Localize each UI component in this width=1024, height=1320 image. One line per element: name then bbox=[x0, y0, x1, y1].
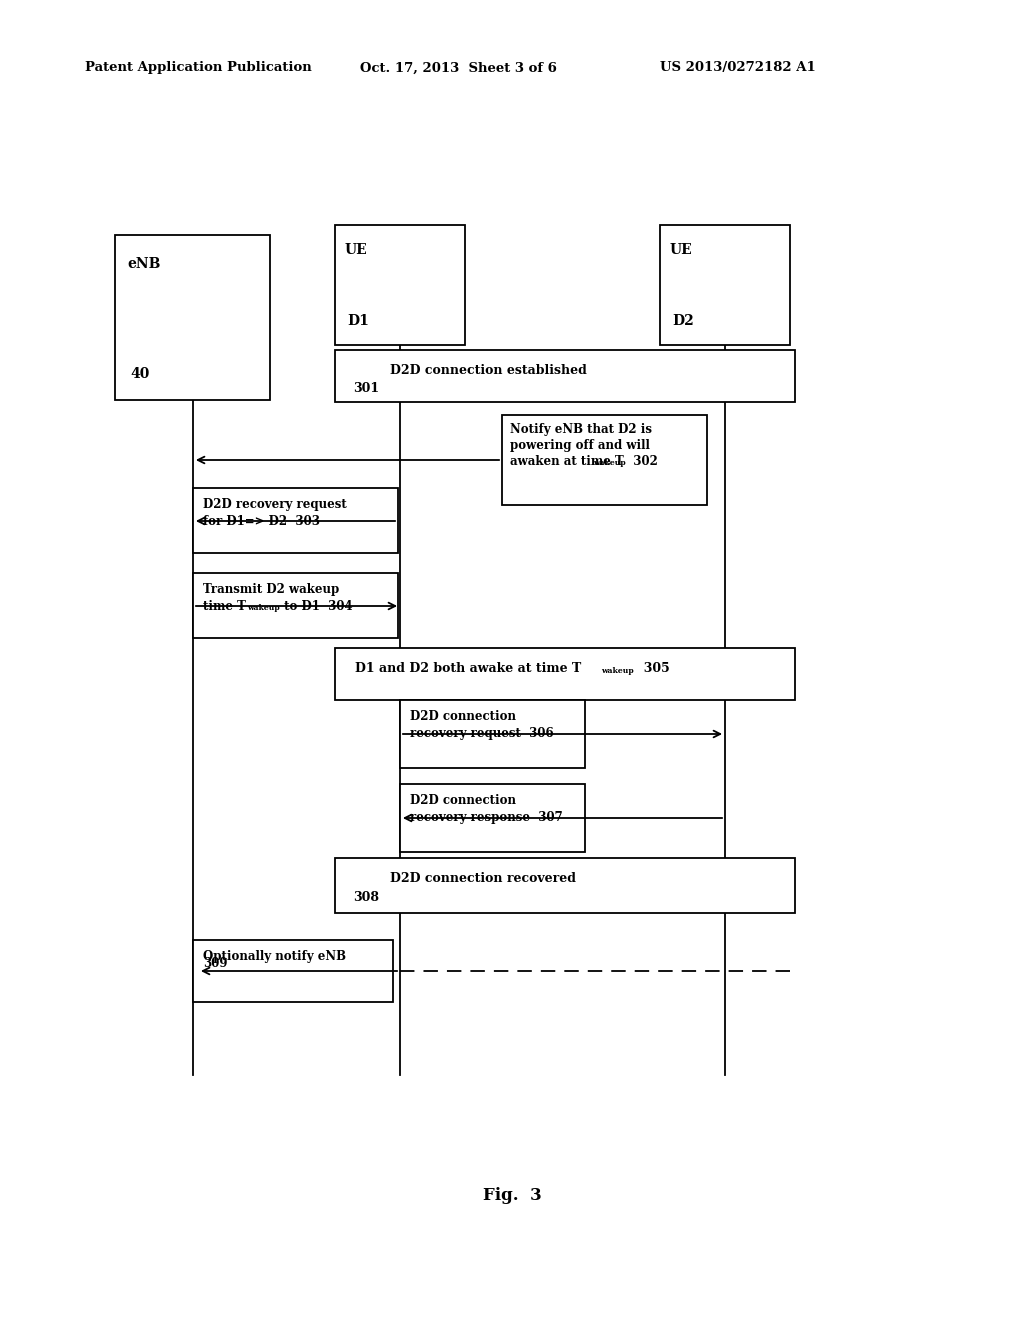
Text: Transmit D2 wakeup: Transmit D2 wakeup bbox=[203, 583, 339, 597]
Text: 302: 302 bbox=[625, 455, 657, 469]
Bar bbox=[335, 350, 795, 403]
Text: wakeup: wakeup bbox=[247, 605, 280, 612]
Text: D1: D1 bbox=[347, 314, 369, 327]
Text: UE: UE bbox=[670, 243, 693, 257]
Bar bbox=[115, 235, 270, 400]
Bar bbox=[193, 488, 398, 553]
Text: Notify eNB that D2 is: Notify eNB that D2 is bbox=[510, 422, 652, 436]
Text: US 2013/0272182 A1: US 2013/0272182 A1 bbox=[660, 62, 816, 74]
Bar bbox=[335, 858, 795, 913]
Bar bbox=[400, 700, 585, 768]
Text: D2D connection: D2D connection bbox=[410, 795, 516, 807]
Text: for D1=> D2  303: for D1=> D2 303 bbox=[203, 515, 319, 528]
Text: recovery response  307: recovery response 307 bbox=[410, 810, 563, 824]
Text: D2D connection: D2D connection bbox=[410, 710, 516, 723]
Text: awaken at time T: awaken at time T bbox=[510, 455, 624, 469]
Text: recovery request  306: recovery request 306 bbox=[410, 727, 554, 741]
Text: wakeup: wakeup bbox=[601, 667, 634, 675]
Bar bbox=[193, 573, 398, 638]
Text: D1 and D2 both awake at time T: D1 and D2 both awake at time T bbox=[355, 663, 582, 675]
Text: eNB: eNB bbox=[127, 257, 161, 271]
Text: 305: 305 bbox=[635, 663, 670, 675]
Bar bbox=[660, 224, 790, 345]
Text: Optionally notify eNB: Optionally notify eNB bbox=[203, 950, 346, 964]
Bar bbox=[400, 784, 585, 851]
Text: Fig.  3: Fig. 3 bbox=[482, 1187, 542, 1204]
Text: D2D recovery request: D2D recovery request bbox=[203, 498, 347, 511]
Text: D2D connection recovered: D2D connection recovered bbox=[390, 873, 575, 884]
Text: 309: 309 bbox=[203, 957, 227, 970]
Text: 40: 40 bbox=[130, 367, 150, 381]
Text: to D1  304: to D1 304 bbox=[280, 601, 352, 612]
Bar bbox=[502, 414, 707, 506]
Text: UE: UE bbox=[345, 243, 368, 257]
Bar bbox=[193, 940, 393, 1002]
Bar bbox=[335, 224, 465, 345]
Text: 308: 308 bbox=[353, 891, 379, 904]
Bar bbox=[335, 648, 795, 700]
Text: Patent Application Publication: Patent Application Publication bbox=[85, 62, 311, 74]
Text: powering off and will: powering off and will bbox=[510, 440, 650, 451]
Text: D2D connection established: D2D connection established bbox=[390, 364, 587, 378]
Text: wakeup: wakeup bbox=[593, 459, 626, 467]
Text: Oct. 17, 2013  Sheet 3 of 6: Oct. 17, 2013 Sheet 3 of 6 bbox=[360, 62, 557, 74]
Text: time T: time T bbox=[203, 601, 246, 612]
Text: 301: 301 bbox=[353, 381, 379, 395]
Text: D2: D2 bbox=[672, 314, 693, 327]
